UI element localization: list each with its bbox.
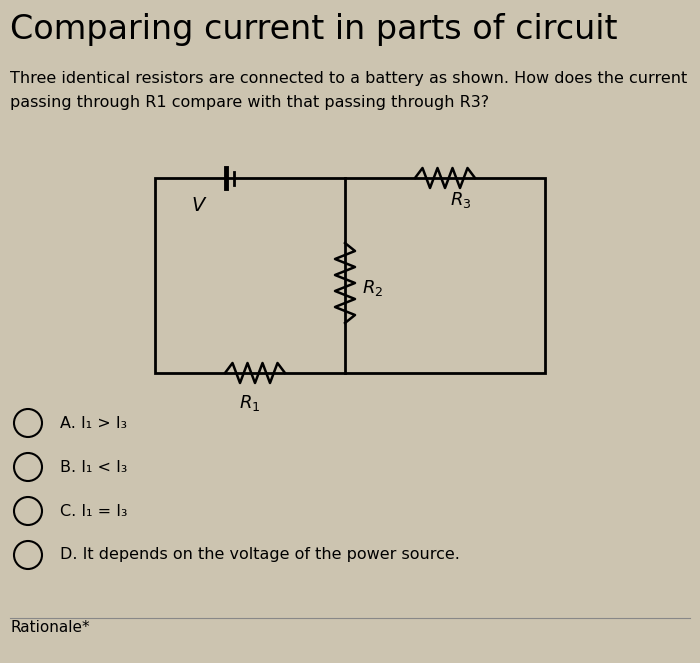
- Text: D. It depends on the voltage of the power source.: D. It depends on the voltage of the powe…: [60, 548, 460, 562]
- Text: Comparing current in parts of circuit: Comparing current in parts of circuit: [10, 13, 617, 46]
- Text: A. I₁ > I₃: A. I₁ > I₃: [60, 416, 127, 430]
- Text: Three identical resistors are connected to a battery as shown. How does the curr: Three identical resistors are connected …: [10, 71, 687, 86]
- Text: B. I₁ < I₃: B. I₁ < I₃: [60, 459, 127, 475]
- Text: $R_3$: $R_3$: [450, 190, 472, 210]
- Text: $R_2$: $R_2$: [362, 278, 384, 298]
- Text: V: V: [191, 196, 204, 215]
- Text: Rationale*: Rationale*: [10, 620, 90, 635]
- Text: C. I₁ = I₃: C. I₁ = I₃: [60, 503, 127, 518]
- Text: passing through R1 compare with that passing through R3?: passing through R1 compare with that pas…: [10, 95, 489, 110]
- Text: $R_1$: $R_1$: [239, 393, 260, 413]
